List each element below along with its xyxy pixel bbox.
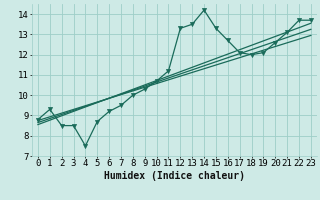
X-axis label: Humidex (Indice chaleur): Humidex (Indice chaleur) (104, 171, 245, 181)
